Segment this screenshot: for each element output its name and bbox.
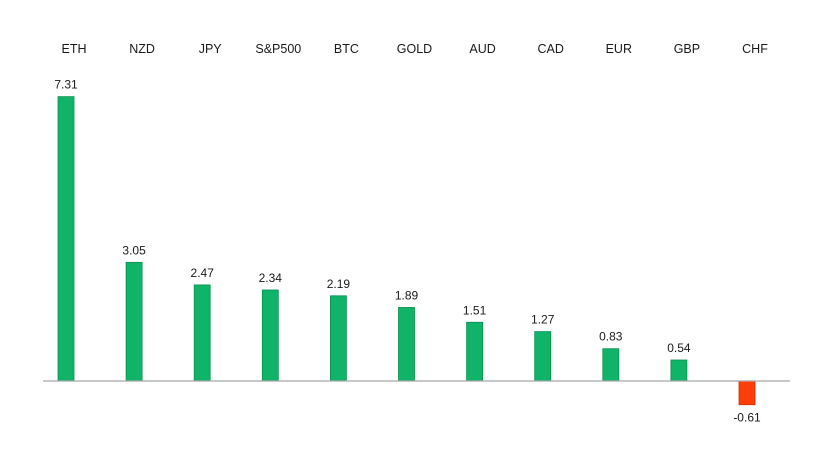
bars-group [57,96,756,406]
bar-s-p500 [261,289,279,382]
category-label-eth: ETH [62,42,87,56]
bar-aud [466,321,484,382]
category-label-cad: CAD [537,42,563,56]
value-label-s-p500: 2.34 [259,271,283,285]
value-label-cad: 1.27 [531,313,555,327]
category-label-nzd: NZD [129,42,155,56]
value-label-nzd: 3.05 [122,243,146,257]
value-label-jpy: 2.47 [191,266,215,280]
value-label-aud: 1.51 [463,303,487,317]
bar-chf [738,380,756,406]
category-label-s-p500: S&P500 [255,42,301,56]
category-label-aud: AUD [469,42,495,56]
category-label-gbp: GBP [674,42,700,56]
value-label-eur: 0.83 [599,330,623,344]
bar-nzd [125,261,143,382]
category-label-chf: CHF [742,42,768,56]
category-label-eur: EUR [606,42,632,56]
category-label-jpy: JPY [199,42,223,56]
value-label-eth: 7.31 [54,78,78,92]
bar-eur [602,348,620,382]
bar-gbp [670,359,688,382]
bar-gold [398,307,415,382]
value-label-gold: 1.89 [395,288,419,302]
bar-btc [329,295,347,382]
value-label-chf: -0.61 [733,411,761,425]
category-labels: ETH NZD JPY S&P500 BTC GOLD AUD CAD EUR GBP CHF [62,42,769,56]
bar-cad [534,331,552,382]
value-labels: 7.31 3.05 2.47 2.34 2.19 1.89 1.51 1.27 0.83 0.54… [54,78,761,425]
bar-eth [57,96,75,382]
category-label-gold: GOLD [397,42,432,56]
value-label-gbp: 0.54 [667,341,691,355]
bar-jpy [193,284,211,382]
category-label-btc: BTC [334,42,359,56]
value-label-btc: 2.19 [327,277,351,291]
